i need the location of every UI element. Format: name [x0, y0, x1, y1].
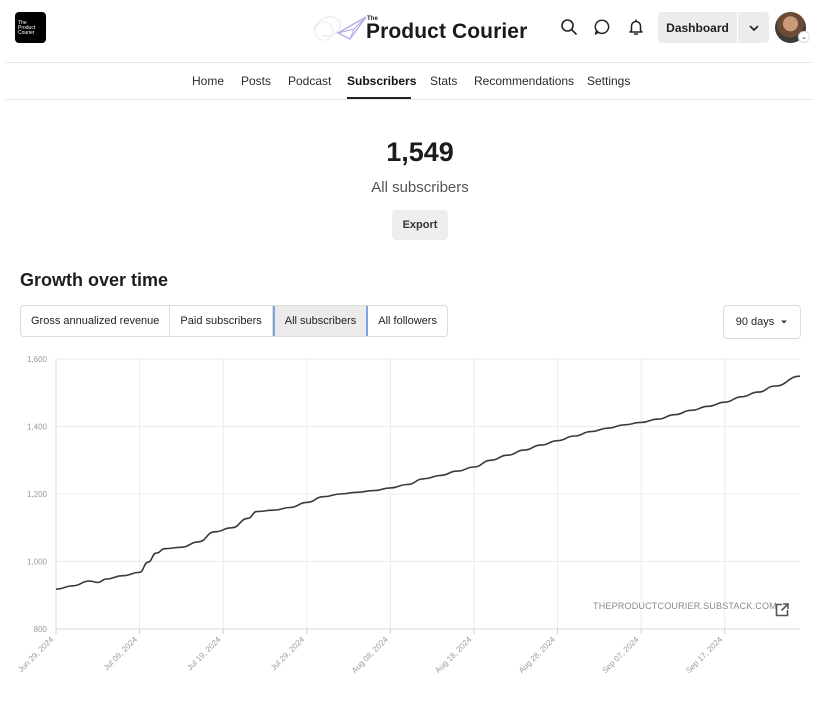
- x-tick-label: Sep 17, 2024: [684, 635, 724, 675]
- nav-item-settings[interactable]: Settings: [587, 74, 631, 88]
- y-tick-label: 800: [34, 625, 48, 634]
- nav-item-posts[interactable]: Posts: [241, 74, 272, 88]
- dashboard-menu-button[interactable]: [738, 12, 769, 43]
- subscriber-count-label: All subscribers: [371, 179, 469, 196]
- export-button[interactable]: Export: [392, 210, 448, 240]
- date-range-select[interactable]: 90 days: [723, 305, 801, 339]
- x-tick-label: Sep 07, 2024: [601, 635, 641, 675]
- logo-text-line: Product: [18, 25, 36, 31]
- series-line: [55, 375, 801, 590]
- x-tick-label: Jul 29, 2024: [269, 635, 307, 673]
- x-tick-label: Aug 28, 2024: [517, 635, 557, 675]
- x-tick-label: Aug 18, 2024: [433, 635, 473, 675]
- dashboard-button[interactable]: Dashboard: [658, 12, 737, 43]
- logo-text-line: The: [18, 20, 27, 26]
- external-link-icon[interactable]: [774, 602, 790, 618]
- y-tick-label: 1,200: [27, 490, 48, 499]
- y-tick-label: 1,600: [27, 355, 48, 364]
- nav-item-subscribers[interactable]: Subscribers: [347, 74, 417, 88]
- tab-all-subscribers[interactable]: All subscribers: [272, 306, 369, 336]
- dashboard-button-label: Dashboard: [666, 20, 729, 35]
- chevron-down-icon: [749, 25, 758, 31]
- y-axis: 800 1,000 1,200 1,400 1,600: [27, 355, 48, 634]
- caret-down-icon: [781, 320, 788, 324]
- nav-item-home[interactable]: Home: [192, 74, 225, 88]
- publication-title-text: Product Courier: [366, 20, 528, 43]
- publication-logo[interactable]: The Product Courier: [15, 12, 46, 43]
- export-button-label: Export: [402, 219, 438, 231]
- dashboard-nav: Home Posts Podcast Subscribers Stats Rec…: [0, 63, 817, 100]
- subscriber-count: 1,549: [386, 137, 454, 167]
- tab-all-followers[interactable]: All followers: [378, 315, 437, 327]
- x-tick-label: Aug 08, 2024: [350, 635, 390, 675]
- date-range-value: 90 days: [735, 316, 775, 328]
- search-icon[interactable]: [559, 17, 579, 37]
- logo-text-line: Courier: [18, 30, 35, 36]
- x-axis: Jun 29, 2024 Jul 09, 2024 Jul 19, 2024 Jul …: [16, 629, 726, 675]
- nav-item-recommendations[interactable]: Recommendations: [474, 74, 575, 88]
- top-bar: The Product Courier The Product Courier …: [0, 0, 817, 62]
- x-tick-label: Jun 29, 2024: [16, 635, 55, 674]
- chat-bubble-icon[interactable]: [592, 17, 612, 37]
- paper-plane-icon: [313, 16, 367, 41]
- publication-url-watermark: THEPRODUCTCOURIER.SUBSTACK.COM: [593, 601, 777, 611]
- chart-lines: [55, 375, 801, 590]
- nav-item-podcast[interactable]: Podcast: [288, 74, 332, 88]
- tab-gross-annualized-revenue[interactable]: Gross annualized revenue: [21, 306, 171, 336]
- chevron-down-icon[interactable]: ⌄: [798, 31, 810, 43]
- nav-item-stats[interactable]: Stats: [430, 74, 458, 88]
- publication-title-prefix: The: [367, 16, 378, 22]
- growth-section-title: Growth over time: [20, 270, 169, 290]
- bell-icon[interactable]: [626, 17, 646, 37]
- x-tick-label: Jul 19, 2024: [185, 635, 223, 673]
- divider: [5, 99, 812, 100]
- x-tick-label: Jul 09, 2024: [102, 635, 140, 673]
- metric-tabs: Gross annualized revenue Paid subscriber…: [20, 305, 448, 337]
- chart-grid: [55, 358, 800, 630]
- y-tick-label: 1,000: [27, 558, 48, 567]
- growth-chart: 800 1,000 1,200 1,400 1,600 Jun 29, 2024 Jul …: [16, 355, 801, 675]
- publication-brand[interactable]: The Product Courier: [310, 8, 527, 48]
- tab-paid-subscribers[interactable]: Paid subscribers: [170, 306, 273, 336]
- active-tab-indicator: [347, 97, 411, 99]
- divider: [5, 62, 812, 63]
- publication-title: The Product Courier: [366, 12, 527, 44]
- y-tick-label: 1,400: [27, 423, 48, 432]
